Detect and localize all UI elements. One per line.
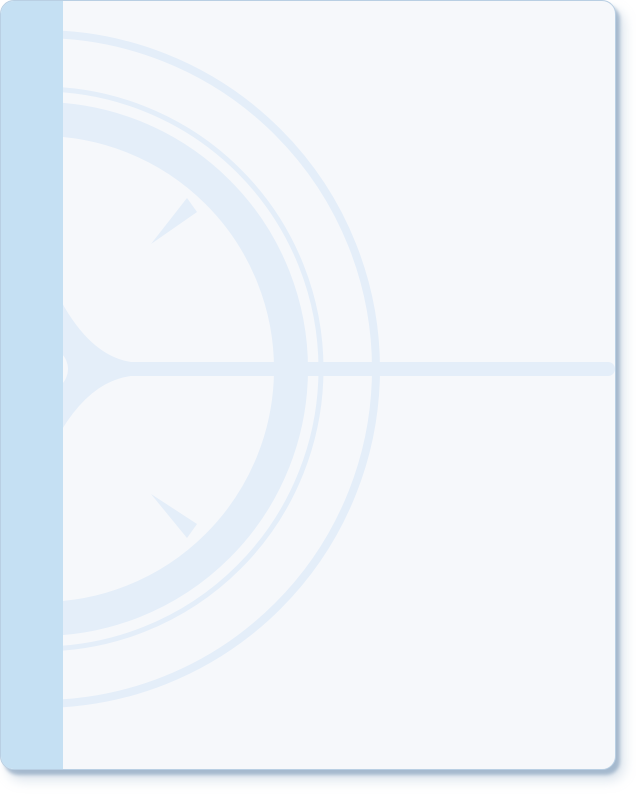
compass-icon <box>1 30 615 708</box>
card-spine <box>1 1 63 769</box>
blank-card <box>0 0 616 770</box>
